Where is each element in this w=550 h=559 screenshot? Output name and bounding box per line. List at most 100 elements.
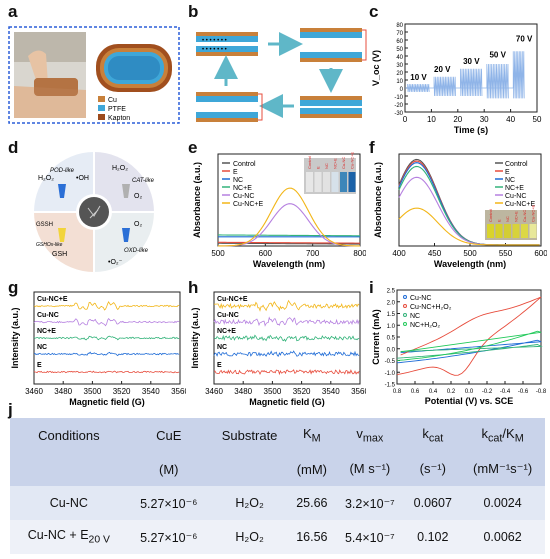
e-x-tick-label: 600 [259, 249, 273, 258]
panel-label-b: b [188, 2, 199, 21]
c-y-axis-label: V_oc (V) [371, 50, 381, 86]
e-x-tick-label: 800 [353, 249, 366, 258]
chart-g-series-e [33, 370, 180, 374]
f-legend-label: Control [505, 161, 528, 168]
e-inset-photo: Control E NC NC+E Cu-NC Cu-NC+E [304, 151, 356, 194]
i-legend-marker [403, 313, 407, 317]
inset-vial [348, 172, 356, 192]
inset-vial-label: Control [307, 156, 312, 169]
unit-kcat-km: (mM⁻¹s⁻¹) [460, 452, 545, 486]
chart-g-series-label: Cu-NC+E [37, 296, 68, 303]
chart-g-series-nc-e [33, 335, 180, 341]
inset-vial [495, 224, 503, 238]
chart-g-series-cu-nc [33, 317, 180, 327]
i-y-tick-label: 0.5 [387, 336, 396, 342]
voc-segment-0 [407, 83, 430, 93]
chart-e: 500 600 700 800 Wavelength (nm) Absorbance (a… [192, 151, 366, 269]
i-y-axis-label: Current (mA) [371, 309, 381, 365]
e-legend-label: Cu-NC+E [233, 201, 263, 208]
i-x-axis-label: Potential (V) vs. SCE [425, 396, 514, 406]
d-label-oxd: OXD-like [124, 248, 149, 254]
c-x-tick-label: 40 [506, 115, 515, 124]
chart-h-series-label: Cu-NC [217, 312, 239, 319]
quadrant-pod [34, 152, 94, 212]
e-legend-label: NC [233, 177, 243, 184]
d-label-gssh: GSSH [36, 222, 53, 228]
e-y-axis-label: Absorbance (a.u.) [192, 162, 202, 238]
i-y-tick-label: 2.0 [387, 300, 396, 306]
f-x-tick-label: 450 [428, 249, 442, 258]
legend-a: Cu PTFE Kapton [98, 96, 130, 122]
svg-text:• • • • • • •: • • • • • • • [202, 38, 227, 44]
i-x-tick-label: -0.6 [518, 389, 529, 395]
c-x-tick-label: 50 [533, 115, 542, 124]
voc-segment-1 [433, 76, 456, 97]
i-x-tick-label: -0.2 [482, 389, 493, 395]
header-vmax: vmax [334, 418, 406, 452]
h-x-axis-label: Magnetic field (G) [249, 397, 325, 407]
chart-g-series-cu-nc-e [33, 300, 180, 311]
i-y-tick-label: 2.5 [387, 289, 396, 295]
svg-text:• • • • • • •: • • • • • • • [202, 47, 227, 53]
header-substrate: Substrate [209, 418, 290, 452]
chart-f: 400 450 500 550 600 Wavelength (nm) Absorbance… [373, 153, 547, 269]
state-4 [196, 92, 263, 122]
c-x-tick-label: 20 [453, 115, 462, 124]
i-y-tick-label: 0.0 [387, 347, 396, 353]
inset-vial-label: NC [324, 163, 329, 169]
g-x-tick-label: 3460 [25, 387, 43, 396]
e-legend-label: E [233, 169, 238, 176]
h-x-tick-label: 3500 [264, 387, 282, 396]
header-cue: CuE [127, 418, 210, 452]
state-3 [300, 96, 362, 118]
i-x-tick-label: 0.0 [465, 389, 474, 395]
voc-segment-3 [486, 63, 509, 99]
inset-vial [512, 224, 520, 238]
nanozyme-image [79, 197, 109, 227]
inset-vial [529, 224, 537, 238]
legend-cu: Cu [108, 97, 117, 104]
legend-ptfe: PTFE [108, 106, 126, 113]
finger-shape [28, 50, 48, 86]
plot-frame [217, 153, 361, 247]
c-annotation: 30 V [463, 57, 480, 66]
chart-h-series-cu-nc-e [214, 299, 360, 312]
i-series-3 [396, 330, 542, 361]
header-kcat-km: kcat/KM [460, 418, 545, 452]
table-row: Cu-NC + E20 V 5.27×10⁻⁶ H₂O₂ 16.56 5.4×1… [10, 520, 545, 554]
unit-vmax: (M s⁻¹) [334, 452, 406, 486]
g-x-axis-label: Magnetic field (G) [69, 397, 145, 407]
f-y-axis-label: Absorbance (a.u.) [373, 162, 383, 238]
panel-label-f: f [369, 138, 375, 157]
i-y-tick-label: 1.0 [387, 324, 396, 330]
chart-g: 3460 3480 3500 3520 3540 3560 Magnetic field (… [10, 291, 186, 407]
c-y-tick-label: 20 [396, 71, 403, 77]
f-x-tick-label: 550 [499, 249, 513, 258]
inset-vial [487, 224, 494, 238]
inset-vial-label: NC+E [514, 211, 519, 222]
e-legend-label: NC+E [233, 185, 252, 192]
d-label-gshox: GSHOx-like [36, 242, 63, 248]
inset-vial [314, 172, 322, 192]
h-x-tick-label: 3520 [293, 387, 311, 396]
c-x-axis-label: Time (s) [454, 125, 488, 135]
table-row: Cu-NC 5.27×10⁻⁶ H₂O₂ 25.66 3.2×10⁻⁷ 0.06… [10, 486, 545, 520]
chart-g-series-label: Cu-NC [37, 312, 59, 319]
f-inset-photo: Control E NC NC+E Cu-NC Cu-NC+E [485, 204, 537, 240]
inset-vial [521, 224, 528, 238]
inset-vial [340, 172, 347, 192]
c-y-tick-label: -10 [394, 95, 403, 101]
c-y-tick-label: 40 [396, 55, 403, 61]
chart-g-series-label: NC+E [37, 328, 56, 335]
i-x-tick-label: 0.8 [393, 389, 402, 395]
d-label-h2o2-1: H₂O₂ [38, 175, 54, 182]
i-legend-marker [403, 322, 407, 326]
inset-vial-label: E [316, 166, 321, 169]
chart-c: -30 -20 -10 0 10 20 30 40 50 60 70 80 0 10 20 30 40 50 Tim… [371, 23, 542, 135]
legend-kapton: Kapton [108, 115, 130, 122]
inset-vial-label: Cu-NC [522, 210, 527, 222]
d-label-o2-2: O₂ [134, 221, 142, 228]
i-series-0 [396, 339, 542, 364]
c-annotation: 10 V [410, 73, 427, 82]
c-y-tick-label: 60 [396, 39, 403, 45]
